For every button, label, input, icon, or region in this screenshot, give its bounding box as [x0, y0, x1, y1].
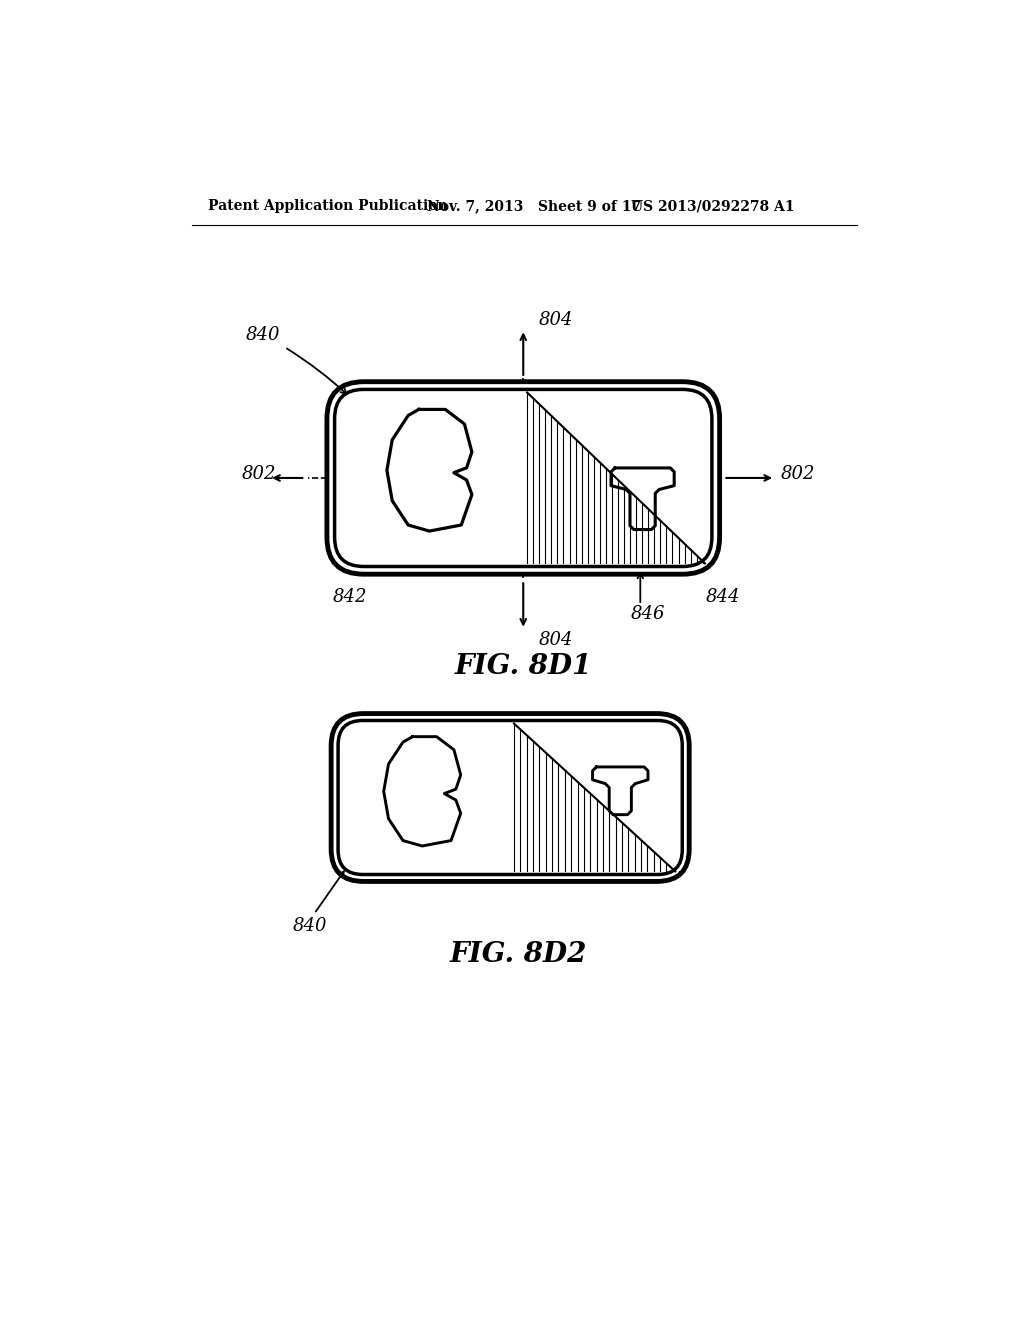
Text: 802: 802 [243, 465, 276, 483]
FancyBboxPatch shape [335, 389, 712, 566]
Text: 802: 802 [781, 465, 816, 483]
Text: FIG. 8D1: FIG. 8D1 [455, 653, 592, 680]
Text: US 2013/0292278 A1: US 2013/0292278 A1 [631, 199, 795, 213]
Text: 844: 844 [706, 589, 740, 606]
FancyBboxPatch shape [331, 714, 689, 882]
Text: Patent Application Publication: Patent Application Publication [208, 199, 447, 213]
Text: 840: 840 [246, 326, 281, 345]
Text: 804: 804 [539, 631, 573, 648]
Text: 842: 842 [333, 589, 368, 606]
FancyBboxPatch shape [327, 381, 720, 574]
Text: 804: 804 [539, 312, 573, 329]
FancyBboxPatch shape [338, 721, 682, 875]
Text: FIG. 8D2: FIG. 8D2 [450, 941, 587, 968]
Text: 840: 840 [293, 917, 327, 935]
Text: 846: 846 [631, 606, 666, 623]
Text: Nov. 7, 2013   Sheet 9 of 17: Nov. 7, 2013 Sheet 9 of 17 [427, 199, 641, 213]
